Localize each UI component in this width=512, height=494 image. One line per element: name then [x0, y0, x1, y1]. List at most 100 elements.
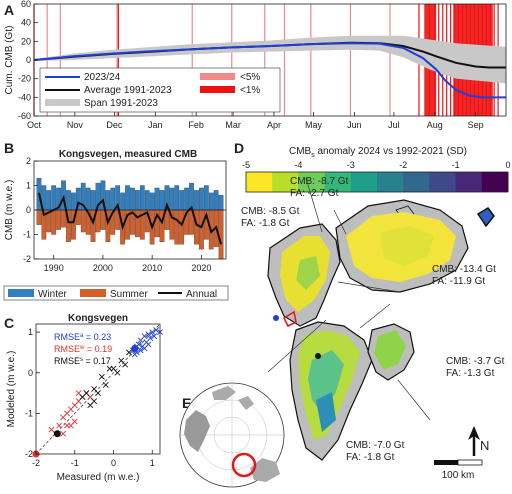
summer-point [95, 390, 101, 396]
winter-bar [125, 185, 130, 211]
annual-line [37, 192, 223, 245]
station-marker-black [315, 353, 321, 359]
panel-c-axes-box [35, 323, 161, 455]
winter-bar [130, 187, 135, 211]
colorbar-segment [455, 172, 483, 192]
panel-e-polar-map [179, 382, 285, 488]
panel-c-ytick-label: -1 [25, 408, 33, 418]
panel-d-map: CMBs anomaly 2024 vs 1992-2021 (SD) -5 -4… [241, 146, 511, 481]
panel-b-legend-box [3, 285, 229, 301]
legend-label-summer: Summer [110, 289, 148, 300]
rmse-label: RMSEw = 0.19 [54, 344, 112, 354]
panel-a-xtick-label: Jun [347, 120, 362, 130]
summer-bar [135, 209, 140, 238]
legend-label-current: 2023/24 [84, 72, 121, 83]
panel-b-legend: Winter Summer Annual [3, 285, 229, 301]
winter-point [60, 430, 67, 437]
winter-bar [179, 190, 185, 211]
kongsvegen-outline [282, 310, 297, 328]
winter-bar [139, 185, 145, 211]
colorbar-tick-label: -1 [452, 160, 460, 170]
summer-point [106, 365, 113, 372]
panel-c-xtick-label: 1 [150, 458, 155, 468]
panel-b-ylabel: CMB (m w.e.) [4, 180, 15, 241]
region-divider [305, 177, 323, 233]
panel-b-ytick-label: -1 [23, 230, 31, 240]
colorbar-frame [245, 171, 509, 193]
legend-swatch-5pct [200, 73, 235, 80]
summer-bar [61, 209, 66, 228]
current-year-line [33, 42, 506, 99]
winter-bar [135, 190, 140, 211]
panel-c-xtick-label: -1 [71, 458, 79, 468]
panel-c-ytick-label: -2 [25, 449, 33, 459]
annual-point [145, 331, 152, 338]
region-divider [333, 209, 347, 235]
kvitoya-land [476, 207, 495, 228]
station-marker-blue [273, 315, 279, 321]
panel-a-chart: -60 -40 -20 0 20 40 60 Oct Nov Dec Jan Feb Mar Apr May… [4, 0, 507, 130]
winter-bar [144, 190, 150, 211]
winter-point [67, 422, 74, 429]
legend-swatch-span [45, 99, 80, 106]
panel-c-ticks: -2 -1 0 1 -2 -1 0 1 [25, 327, 155, 468]
arctic-canada-land [212, 386, 236, 400]
scale-bar-white [457, 459, 483, 466]
panel-a-xtick-label: Sep [468, 120, 484, 130]
panel-c-xtick-label: -2 [32, 458, 40, 468]
panel-c-chart: Kongsvegen -2 -1 0 1 -2 -1 0 1 Modeled (m w.e.)… [6, 313, 163, 483]
panel-a-ylabel: Cum. CMB (Gt) [4, 26, 15, 95]
panel-a-ytick-label: -20 [18, 74, 31, 84]
colorbar-segment [350, 172, 378, 192]
colorbar-segment [324, 172, 352, 192]
siberia-land [238, 396, 254, 410]
summer-point [98, 373, 105, 380]
colorbar-tick-label: -2 [399, 160, 407, 170]
glacier-northeast-anomaly-core [380, 226, 434, 266]
winter-point [71, 402, 78, 409]
colorbar-ticks: -5 -4 -3 -2 -1 0 [242, 160, 511, 170]
legend-label-winter: Winter [38, 289, 68, 300]
winter-bar [90, 190, 96, 211]
rmse-label: RMSEs = 0.17 [54, 356, 111, 366]
panel-b-xtick-label: 2020 [191, 263, 211, 273]
winter-bar [213, 190, 219, 211]
summer-bar [80, 209, 86, 233]
winter-point [48, 426, 55, 433]
colorbar-segment [429, 172, 457, 192]
annual-point [149, 329, 156, 336]
panel-b-ytick-label: 1 [26, 181, 31, 191]
annual-point [151, 333, 158, 340]
winter-bar [184, 187, 189, 211]
winter-bar [203, 185, 209, 211]
colorbar-segment [481, 172, 509, 192]
colorbar-tick-label: -3 [347, 160, 355, 170]
panel-c-xlabel: Measured (m w.e.) [57, 472, 140, 483]
summer-point [118, 357, 125, 364]
glacier-south-anomaly-blue [316, 392, 336, 432]
summer-point [114, 369, 121, 376]
north-label: N [480, 438, 489, 453]
glacier-northwest-anomaly-core [296, 256, 320, 290]
greenland-land [184, 410, 210, 452]
winter-bar [154, 187, 160, 211]
winter-bar [46, 190, 52, 211]
winter-bar [149, 192, 155, 211]
panel-a-ticks: -60 -40 -20 0 20 40 60 Oct Nov Dec Jan Feb Mar Apr May… [18, 0, 484, 130]
region-label-fa-0: FA: -2.7 Gt [290, 188, 339, 199]
panel-a-xtick-label: Apr [267, 120, 281, 130]
panel-label-c: C [4, 315, 14, 331]
summer-point [102, 382, 109, 388]
panel-b-ytick-label: -2 [23, 254, 31, 264]
colorbar-segment [403, 172, 430, 192]
winter-bar [120, 192, 125, 211]
colorbar-segment [377, 172, 404, 192]
panel-label-e: E [182, 395, 191, 411]
panel-a-ytick-label: -60 [18, 111, 31, 121]
region-label-cmb-4: CMB: -7.0 Gt [346, 440, 405, 451]
panel-a-xtick-label: Mar [225, 120, 241, 130]
panel-b-xtick-label: 2000 [93, 263, 113, 273]
summer-bar [100, 209, 106, 230]
panel-a-xtick-label: May [305, 120, 323, 130]
colorbar-tick-label: -5 [242, 160, 250, 170]
